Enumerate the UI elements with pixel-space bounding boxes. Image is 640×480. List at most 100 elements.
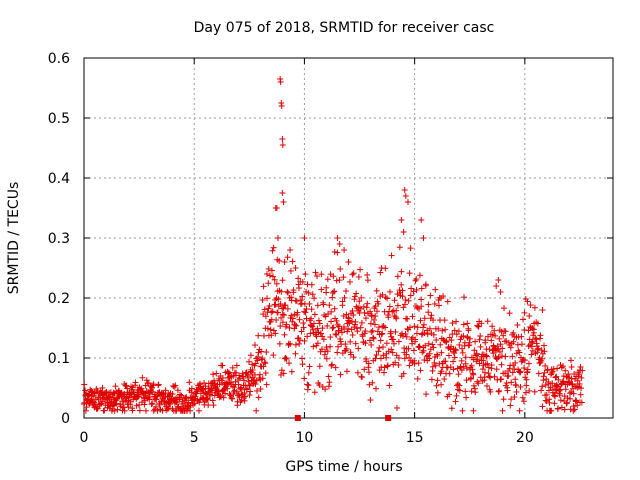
data-point — [326, 302, 333, 309]
data-point — [174, 387, 181, 394]
data-point — [527, 302, 534, 309]
data-point — [337, 265, 344, 272]
data-point — [380, 323, 387, 330]
data-point — [434, 389, 441, 396]
data-point — [343, 368, 350, 375]
data-point — [577, 391, 584, 398]
data-point — [324, 348, 331, 355]
data-point — [551, 400, 558, 407]
data-point — [366, 337, 373, 344]
data-point — [420, 324, 427, 331]
data-point — [528, 339, 535, 346]
data-point — [475, 380, 482, 387]
data-point — [438, 368, 445, 375]
data-point — [413, 276, 420, 283]
data-point — [528, 351, 535, 358]
data-point — [281, 331, 288, 338]
data-point — [418, 296, 425, 303]
data-point — [265, 280, 272, 287]
data-point — [400, 304, 407, 311]
data-point — [325, 383, 332, 390]
data-point — [408, 285, 415, 292]
data-point — [491, 327, 498, 334]
data-point — [420, 235, 427, 241]
x-axis-label: GPS time / hours — [285, 459, 402, 475]
data-point — [328, 308, 335, 315]
data-point — [415, 343, 422, 350]
data-point — [287, 267, 294, 274]
data-point — [220, 394, 227, 401]
data-point — [379, 344, 386, 351]
data-point — [336, 241, 343, 247]
data-point — [462, 388, 469, 395]
data-point — [523, 376, 530, 383]
data-point — [549, 380, 556, 387]
data-point — [303, 305, 310, 312]
data-point — [395, 354, 402, 361]
data-point — [381, 369, 388, 376]
data-point — [497, 289, 504, 295]
data-point — [417, 367, 424, 374]
data-points — [80, 76, 586, 414]
data-point — [245, 378, 252, 385]
data-point — [145, 380, 152, 387]
data-point — [279, 190, 286, 196]
data-point — [538, 387, 545, 394]
data-point — [182, 394, 189, 401]
data-point — [263, 381, 270, 388]
data-point — [263, 271, 270, 277]
data-point — [562, 367, 569, 374]
data-point — [289, 258, 296, 265]
data-point — [307, 330, 314, 337]
data-point — [246, 392, 253, 399]
data-point — [270, 327, 277, 334]
data-point — [383, 340, 390, 347]
data-point — [240, 373, 247, 380]
data-point — [210, 402, 217, 409]
data-point — [187, 407, 194, 414]
y-tick-label: 0.1 — [48, 351, 70, 367]
data-point — [262, 370, 269, 377]
data-point — [205, 402, 212, 409]
data-point — [398, 281, 405, 288]
data-point — [352, 340, 359, 347]
data-point — [430, 317, 437, 324]
data-point — [499, 345, 506, 352]
data-point — [433, 337, 440, 344]
data-point — [410, 288, 417, 295]
data-point — [336, 277, 343, 284]
tick-labels: 0 5 10 15 20 0 0.1 0.2 0.3 0.4 0.5 0.6 — [48, 51, 534, 446]
data-point — [401, 355, 408, 362]
data-point — [262, 313, 269, 320]
data-point — [246, 358, 253, 365]
data-point — [372, 355, 379, 362]
data-point — [196, 399, 203, 406]
data-point — [386, 288, 393, 295]
data-point — [376, 367, 383, 374]
data-point — [549, 368, 556, 375]
data-point — [488, 361, 495, 368]
data-point — [373, 287, 380, 294]
data-point — [379, 330, 386, 337]
data-point — [409, 313, 416, 320]
data-point — [405, 199, 412, 205]
data-point — [398, 217, 405, 223]
data-point — [344, 328, 351, 335]
data-point — [318, 271, 325, 278]
data-point — [434, 377, 441, 384]
data-point — [354, 369, 361, 376]
data-point — [458, 357, 465, 364]
data-point — [289, 315, 296, 322]
data-point — [343, 287, 350, 294]
data-point — [466, 339, 473, 346]
y-tick-label: 0.3 — [48, 231, 70, 247]
data-point — [460, 332, 467, 339]
data-point — [325, 373, 332, 380]
data-point — [263, 349, 270, 356]
data-point — [333, 317, 340, 324]
data-point — [421, 315, 428, 322]
y-tick-label: 0.6 — [48, 51, 70, 67]
data-point — [186, 379, 193, 386]
data-point — [112, 383, 119, 390]
data-point — [319, 346, 326, 353]
